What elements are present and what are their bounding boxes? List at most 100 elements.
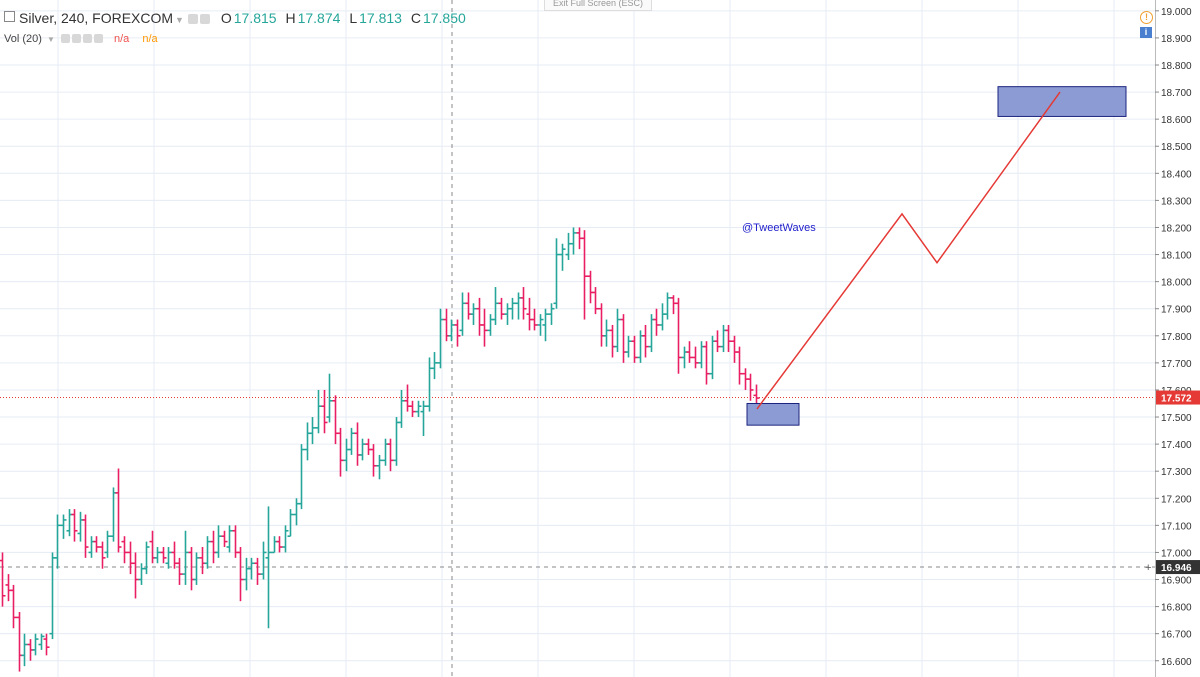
warning-icon[interactable]: ! — [1140, 11, 1153, 24]
ohlc-bar — [731, 335, 738, 363]
chevron-down-icon[interactable]: ▼ — [175, 15, 184, 25]
ohlc-bar — [620, 314, 627, 363]
ohlc-bar — [426, 357, 433, 412]
ohlc-bar — [420, 400, 427, 436]
ohlc-bar — [692, 346, 699, 369]
volume-legend: Vol (20) ▼ n/a n/a — [4, 33, 158, 45]
high-value: 17.874 — [297, 10, 341, 26]
ohlc-bar — [598, 303, 605, 347]
ohlc-bar — [686, 341, 693, 363]
crosshair-price-label: 16.946 — [1161, 563, 1192, 574]
ohlc-bar — [49, 552, 56, 640]
ohlc-bar — [348, 427, 355, 455]
ohlc-bar — [531, 308, 538, 331]
ohlc-bar — [160, 547, 167, 564]
volume-label[interactable]: Vol (20) — [4, 33, 42, 45]
high-label: H — [285, 10, 296, 26]
settings-icon[interactable] — [187, 14, 198, 24]
price-axis[interactable]: 16.600 16.700 16.800 16.900 17.000 17.100 17.2… — [1145, 0, 1200, 677]
ohlc-bar — [404, 384, 411, 412]
ohlc-bar — [703, 341, 710, 385]
ohlc-bar — [293, 498, 300, 526]
ohlc-bar — [138, 563, 145, 585]
ohlc-bar — [16, 612, 23, 672]
ohlc-bar — [271, 536, 278, 554]
ohlc-bar — [481, 308, 488, 347]
ohlc-bar — [365, 438, 372, 455]
ohlc-bar — [204, 536, 211, 569]
ohlc-bar — [454, 319, 461, 347]
ohlc-bar — [127, 541, 134, 575]
ohlc-bar — [182, 530, 189, 585]
ohlc-bar — [38, 633, 45, 650]
price-tick-label: 17.100 — [1161, 521, 1192, 532]
ohlc-bar — [570, 227, 577, 255]
ohlc-bar — [71, 509, 78, 542]
ohlc-bar — [376, 454, 383, 480]
ohlc-bar — [565, 232, 572, 260]
price-tick-label: 18.600 — [1161, 115, 1192, 126]
grid — [0, 0, 1155, 677]
collapse-toggle-icon[interactable] — [4, 11, 15, 22]
close-label: C — [410, 10, 421, 26]
volume-value-1: n/a — [113, 33, 130, 45]
ohlc-bar — [698, 341, 705, 369]
ohlc-bar — [171, 541, 178, 569]
target-zone-1 — [746, 402, 800, 426]
ohlc-bar — [215, 525, 222, 558]
price-tick-label: 17.400 — [1161, 440, 1192, 451]
price-tick-label: 17.900 — [1161, 305, 1192, 316]
exit-fullscreen-button[interactable]: Exit Full Screen (ESC) — [544, 0, 653, 11]
ohlc-bar — [88, 536, 95, 558]
price-tick-label: 18.800 — [1161, 61, 1192, 72]
price-tick-label: 18.100 — [1161, 251, 1192, 262]
ohlc-bar — [21, 633, 28, 667]
ohlc-bar — [387, 438, 394, 472]
ohlc-bar — [43, 633, 50, 656]
ohlc-bar — [210, 530, 217, 564]
ohlc-bar — [526, 297, 533, 331]
ohlc-bar — [176, 557, 183, 585]
ohlc-bar — [254, 557, 261, 585]
ohlc-bar — [520, 287, 527, 320]
ohlc-bar — [642, 324, 649, 358]
ohlc-bar — [0, 552, 6, 607]
ohlc-bar — [276, 536, 283, 553]
annotation-tweetwaves[interactable]: @TweetWaves — [742, 222, 816, 234]
ohlc-bar — [121, 536, 128, 564]
ohlc-bar — [193, 552, 200, 585]
price-tick-label: 17.200 — [1161, 494, 1192, 505]
current-price-label: 17.572 — [1161, 394, 1192, 405]
target-zone-2 — [997, 86, 1127, 117]
ohlc-bar — [248, 557, 255, 580]
ohlc-bar — [675, 297, 682, 374]
price-tick-label: 17.500 — [1161, 413, 1192, 424]
settings-icon[interactable] — [71, 34, 81, 43]
close-icon[interactable] — [93, 34, 103, 43]
chevron-down-icon[interactable]: ▼ — [46, 35, 55, 44]
open-label: O — [220, 10, 232, 26]
plus-icon[interactable] — [82, 34, 92, 43]
target-zones[interactable] — [746, 86, 1127, 426]
ohlc-bar — [54, 514, 61, 569]
ohlc-bar — [143, 541, 150, 575]
close-icon[interactable] — [199, 14, 210, 24]
ohlc-bar — [448, 319, 455, 342]
crosshair — [0, 0, 1155, 677]
projection-path[interactable] — [756, 91, 1061, 410]
ohlc-bar — [609, 324, 616, 358]
eye-icon[interactable] — [60, 34, 70, 43]
symbol-label[interactable]: Silver, 240, FOREXCOM — [19, 10, 174, 26]
ohlc-bar — [415, 400, 422, 418]
ohlc-bar — [725, 324, 732, 353]
ohlc-bar — [625, 335, 632, 358]
info-icon[interactable]: i — [1140, 27, 1152, 38]
ohlc-bar — [188, 547, 195, 591]
chart-legend: Silver, 240, FOREXCOM ▼ O 17.815 H 17.874 L… — [4, 10, 466, 26]
price-tick-label: 18.300 — [1161, 196, 1192, 207]
ohlc-bar — [93, 536, 100, 553]
ohlc-bar — [60, 514, 67, 539]
ohlc-bar — [559, 243, 566, 271]
ohlc-bar — [226, 525, 233, 553]
